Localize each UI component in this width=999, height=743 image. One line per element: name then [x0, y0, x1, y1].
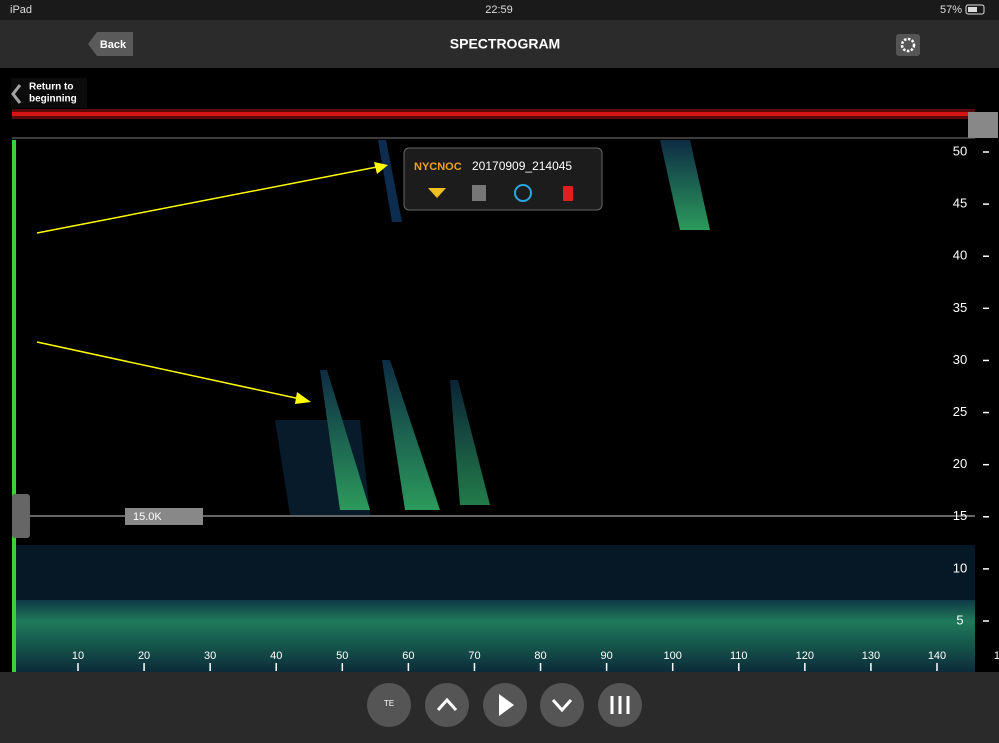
- y-tick-label: 30: [953, 352, 967, 367]
- x-tick-label: 150: [994, 650, 999, 662]
- y-tick-label: 15: [953, 508, 967, 523]
- x-tick-label: 60: [402, 650, 414, 662]
- x-tick-label: 110: [730, 650, 748, 662]
- y-tick-label: 25: [953, 404, 967, 419]
- x-tick-label: 120: [796, 650, 814, 662]
- y-tick-label: 5: [956, 612, 963, 627]
- x-tick-label: 90: [600, 650, 612, 662]
- screen-title: SPECTROGRAM: [450, 36, 560, 52]
- y-tick-label: 35: [953, 300, 967, 315]
- y-tick-label: 20: [953, 456, 967, 471]
- x-tick-label: 30: [204, 650, 216, 662]
- playhead: [12, 140, 16, 672]
- sonogram-icon[interactable]: [472, 185, 486, 201]
- x-tick-label: 40: [270, 650, 282, 662]
- y-tick-label: 40: [953, 248, 967, 263]
- x-tick-label: 130: [862, 650, 880, 662]
- resize-handle[interactable]: [968, 112, 998, 138]
- x-tick-label: 100: [664, 650, 682, 662]
- up-button[interactable]: [425, 683, 469, 727]
- noise-band: [12, 600, 975, 672]
- y-tick-label: 45: [953, 196, 967, 211]
- settings-button[interactable]: [896, 34, 920, 56]
- y-tick-label: 10: [953, 560, 967, 575]
- x-tick-label: 10: [72, 650, 84, 662]
- return-label[interactable]: beginning: [29, 94, 77, 105]
- species-code: NYCNOC: [414, 161, 462, 173]
- app-screen: iPad 22:59 57% Back SPECTROGRAM Return t…: [0, 0, 999, 743]
- y-tick-label: 50: [953, 143, 967, 158]
- clock: 22:59: [485, 4, 513, 16]
- x-tick-label: 70: [468, 650, 480, 662]
- x-tick-label: 20: [138, 650, 150, 662]
- x-tick-label: 80: [534, 650, 546, 662]
- down-button[interactable]: [540, 683, 584, 727]
- threshold-handle[interactable]: [12, 494, 30, 538]
- x-tick-label: 140: [928, 650, 946, 662]
- threshold-label[interactable]: 15.0K: [133, 511, 162, 523]
- delete-icon[interactable]: [563, 186, 573, 201]
- waveform-envelope: [12, 109, 975, 119]
- back-label[interactable]: Back: [100, 39, 127, 51]
- battery-percent: 57%: [940, 4, 962, 16]
- te-label[interactable]: TE: [384, 699, 394, 708]
- x-tick-label: 50: [336, 650, 348, 662]
- battery-level: [968, 7, 977, 12]
- low-noise: [12, 545, 975, 600]
- device-name: iPad: [10, 4, 32, 16]
- recording-id: 20170909_214045: [472, 159, 572, 173]
- return-label[interactable]: Return to: [29, 82, 73, 93]
